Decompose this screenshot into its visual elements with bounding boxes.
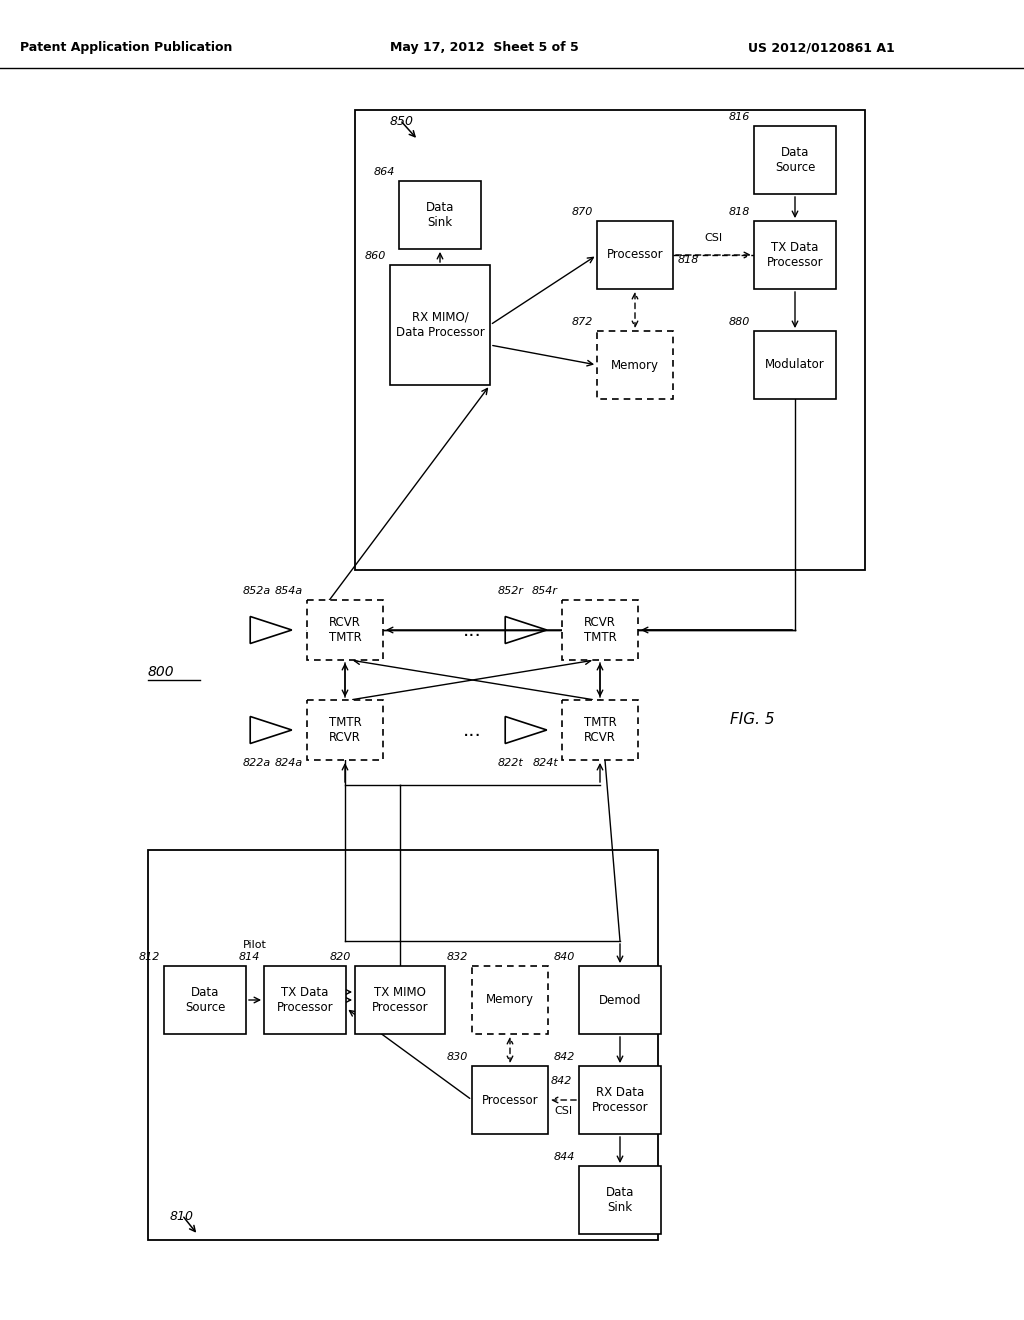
Text: 822t: 822t (498, 758, 523, 768)
Text: 860: 860 (365, 251, 386, 261)
Text: 812: 812 (138, 952, 160, 962)
Text: 832: 832 (446, 952, 468, 962)
Text: 824a: 824a (274, 758, 303, 768)
FancyBboxPatch shape (399, 181, 481, 249)
Text: 820: 820 (330, 952, 351, 962)
Text: 814: 814 (239, 952, 260, 962)
FancyBboxPatch shape (579, 1067, 662, 1134)
Text: 840: 840 (554, 952, 575, 962)
Text: Data
Source: Data Source (775, 147, 815, 174)
Text: Demod: Demod (599, 994, 641, 1006)
Text: 854a: 854a (274, 586, 303, 597)
FancyBboxPatch shape (579, 1166, 662, 1234)
Text: Data
Source: Data Source (184, 986, 225, 1014)
FancyBboxPatch shape (579, 966, 662, 1034)
Text: 810: 810 (170, 1210, 194, 1224)
FancyBboxPatch shape (472, 966, 548, 1034)
Text: 870: 870 (571, 207, 593, 216)
FancyBboxPatch shape (562, 700, 638, 760)
Text: CSI: CSI (705, 234, 723, 243)
FancyBboxPatch shape (390, 265, 490, 385)
Text: 842: 842 (554, 1052, 575, 1063)
Text: ...: ... (463, 721, 482, 739)
FancyBboxPatch shape (264, 966, 346, 1034)
Text: TMTR
RCVR: TMTR RCVR (584, 715, 616, 744)
Text: Memory: Memory (486, 994, 534, 1006)
Text: 844: 844 (554, 1152, 575, 1162)
FancyBboxPatch shape (597, 331, 673, 399)
Text: 872: 872 (571, 317, 593, 327)
Text: 830: 830 (446, 1052, 468, 1063)
Text: Memory: Memory (611, 359, 659, 371)
Text: RX MIMO/
Data Processor: RX MIMO/ Data Processor (395, 312, 484, 339)
FancyBboxPatch shape (754, 331, 836, 399)
Text: Processor: Processor (606, 248, 664, 261)
Text: 842: 842 (551, 1076, 572, 1086)
FancyBboxPatch shape (307, 601, 383, 660)
Text: Data
Sink: Data Sink (606, 1185, 634, 1214)
Text: FIG. 5: FIG. 5 (730, 713, 774, 727)
Text: RX Data
Processor: RX Data Processor (592, 1086, 648, 1114)
Text: RCVR
TMTR: RCVR TMTR (329, 616, 361, 644)
Text: 852a: 852a (243, 586, 271, 597)
FancyBboxPatch shape (307, 700, 383, 760)
Text: Data
Sink: Data Sink (426, 201, 455, 228)
Text: Pilot: Pilot (243, 940, 267, 950)
Text: TMTR
RCVR: TMTR RCVR (329, 715, 361, 744)
Text: TX Data
Processor: TX Data Processor (767, 242, 823, 269)
Text: 822a: 822a (243, 758, 271, 768)
Text: TX MIMO
Processor: TX MIMO Processor (372, 986, 428, 1014)
FancyBboxPatch shape (472, 1067, 548, 1134)
Text: ...: ... (463, 620, 482, 639)
Text: US 2012/0120861 A1: US 2012/0120861 A1 (748, 41, 895, 54)
Text: 824t: 824t (532, 758, 558, 768)
FancyBboxPatch shape (754, 125, 836, 194)
Text: Modulator: Modulator (765, 359, 825, 371)
Text: CSI: CSI (554, 1106, 572, 1115)
Text: Processor: Processor (481, 1093, 539, 1106)
FancyBboxPatch shape (355, 966, 445, 1034)
Text: RCVR
TMTR: RCVR TMTR (584, 616, 616, 644)
Text: 816: 816 (729, 112, 750, 121)
Text: 800: 800 (148, 665, 175, 678)
Text: 880: 880 (729, 317, 750, 327)
Text: 818: 818 (729, 207, 750, 216)
Text: 852r: 852r (498, 586, 524, 597)
FancyBboxPatch shape (754, 220, 836, 289)
Text: 818: 818 (678, 255, 699, 265)
Text: TX Data
Processor: TX Data Processor (276, 986, 334, 1014)
FancyBboxPatch shape (164, 966, 246, 1034)
FancyBboxPatch shape (562, 601, 638, 660)
Text: Patent Application Publication: Patent Application Publication (20, 41, 232, 54)
Text: 850: 850 (390, 115, 414, 128)
FancyBboxPatch shape (597, 220, 673, 289)
Text: 864: 864 (374, 168, 395, 177)
Text: May 17, 2012  Sheet 5 of 5: May 17, 2012 Sheet 5 of 5 (390, 41, 579, 54)
Text: 854r: 854r (532, 586, 558, 597)
